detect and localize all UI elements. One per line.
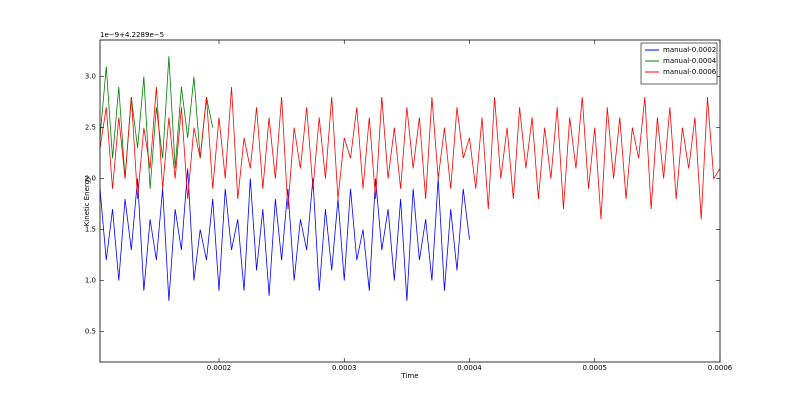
y-tick-label: 3.0 xyxy=(85,73,96,81)
series-line xyxy=(99,56,214,189)
legend-label: manual-0.0006 xyxy=(663,68,717,76)
legend-label: manual-0.0004 xyxy=(663,57,717,65)
series-line xyxy=(99,168,470,301)
y-tick-label: 1.5 xyxy=(85,226,96,234)
y-tick-label: 1.0 xyxy=(85,276,96,284)
legend-label: manual-0.0002 xyxy=(663,46,716,54)
x-axis-label: Time xyxy=(400,372,418,380)
y-tick-label: 2.0 xyxy=(85,175,96,183)
x-tick-label: 0.0002 xyxy=(207,364,232,372)
x-tick-label: 0.0006 xyxy=(708,364,733,372)
y-tick-label: 2.5 xyxy=(85,124,96,132)
x-tick-label: 0.0005 xyxy=(582,364,607,372)
y-tick-label: 0.5 xyxy=(85,327,96,335)
y-offset-label: 1e−9+4.2289e−5 xyxy=(100,31,164,39)
series-line xyxy=(99,86,721,220)
plot-frame xyxy=(99,39,721,363)
x-tick-label: 0.0003 xyxy=(332,364,357,372)
y-axis-label: Kinetic Energy xyxy=(83,176,91,227)
x-tick-label: 0.0004 xyxy=(457,364,482,372)
